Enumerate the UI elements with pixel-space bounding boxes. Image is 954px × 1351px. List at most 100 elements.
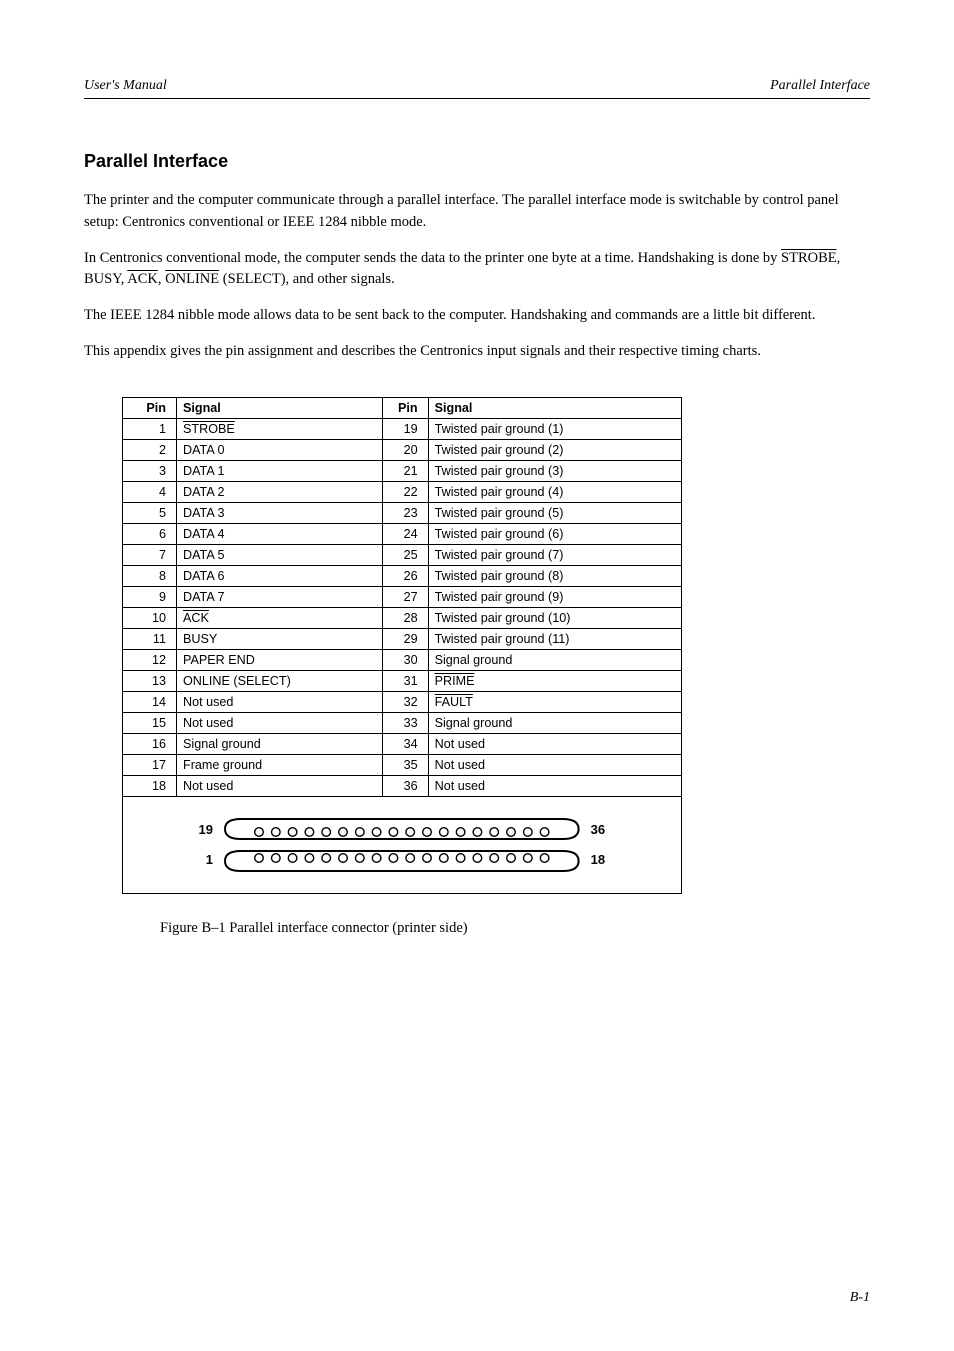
cell-signal: DATA 1 (177, 460, 383, 481)
cell-pin: 31 (382, 670, 428, 691)
cell-pin: 12 (123, 649, 177, 670)
table-row: 1STROBE19Twisted pair ground (1) (123, 418, 682, 439)
cell-pin: 33 (382, 712, 428, 733)
table-row: 5DATA 323Twisted pair ground (5) (123, 502, 682, 523)
table-row: 17Frame ground35Not used (123, 754, 682, 775)
cell-signal: DATA 6 (177, 565, 383, 586)
table-row: 3DATA 121Twisted pair ground (3) (123, 460, 682, 481)
cell-signal: STROBE (177, 418, 383, 439)
p2-online: ONLINE (165, 271, 219, 287)
cell-signal: Frame ground (177, 754, 383, 775)
table-row: 6DATA 424Twisted pair ground (6) (123, 523, 682, 544)
cell-pin: 34 (382, 733, 428, 754)
table-header-row: Pin Signal Pin Signal (123, 397, 682, 418)
cell-signal: Signal ground (177, 733, 383, 754)
cell-pin: 28 (382, 607, 428, 628)
header-rule (84, 98, 870, 99)
th-signal-1: Signal (177, 397, 383, 418)
cell-pin: 26 (382, 565, 428, 586)
cell-signal: Twisted pair ground (7) (428, 544, 681, 565)
header-left: User's Manual (84, 78, 167, 94)
cell-signal: Not used (177, 712, 383, 733)
cell-signal: DATA 3 (177, 502, 383, 523)
cell-pin: 32 (382, 691, 428, 712)
cell-signal: ONLINE (SELECT) (177, 670, 383, 691)
p1-text: The printer and the computer communicate… (84, 192, 839, 230)
cell-pin: 36 (382, 775, 428, 796)
cell-signal: DATA 2 (177, 481, 383, 502)
table-row: 10ACK28Twisted pair ground (10) (123, 607, 682, 628)
cell-pin: 24 (382, 523, 428, 544)
svg-text:36: 36 (591, 822, 605, 837)
cell-signal: Twisted pair ground (9) (428, 586, 681, 607)
figure-caption: Figure B–1 Parallel interface connector … (160, 920, 682, 937)
cell-pin: 22 (382, 481, 428, 502)
cell-pin: 5 (123, 502, 177, 523)
cell-pin: 35 (382, 754, 428, 775)
cell-signal: Not used (428, 775, 681, 796)
cell-pin: 2 (123, 439, 177, 460)
cell-pin: 17 (123, 754, 177, 775)
cell-signal: DATA 5 (177, 544, 383, 565)
table-row: 9DATA 727Twisted pair ground (9) (123, 586, 682, 607)
table-row: 7DATA 525Twisted pair ground (7) (123, 544, 682, 565)
table-row: 2DATA 020Twisted pair ground (2) (123, 439, 682, 460)
table-row: 15Not used33Signal ground (123, 712, 682, 733)
th-pin-1: Pin (123, 397, 177, 418)
paragraph-2: In Centronics conventional mode, the com… (84, 248, 870, 292)
cell-signal: Not used (428, 754, 681, 775)
cell-signal: FAULT (428, 691, 681, 712)
section-title: Parallel Interface (84, 151, 870, 172)
table-row: 13ONLINE (SELECT)31PRIME (123, 670, 682, 691)
cell-signal: Twisted pair ground (8) (428, 565, 681, 586)
cell-pin: 23 (382, 502, 428, 523)
cell-pin: 13 (123, 670, 177, 691)
paragraph-1: The printer and the computer communicate… (84, 190, 870, 234)
cell-signal: Not used (177, 691, 383, 712)
table-row: 16Signal ground34Not used (123, 733, 682, 754)
cell-pin: 10 (123, 607, 177, 628)
cell-pin: 30 (382, 649, 428, 670)
p2-d: (SELECT), and other signals. (219, 271, 395, 287)
cell-signal: Not used (177, 775, 383, 796)
table-row: 4DATA 222Twisted pair ground (4) (123, 481, 682, 502)
connector-diagram: 19 36 1 18 (187, 800, 617, 890)
th-signal-2: Signal (428, 397, 681, 418)
page-header: User's Manual Parallel Interface (84, 78, 870, 94)
cell-pin: 7 (123, 544, 177, 565)
paragraph-4: This appendix gives the pin assignment a… (84, 341, 870, 363)
cell-signal: Twisted pair ground (2) (428, 439, 681, 460)
cell-signal: Twisted pair ground (11) (428, 628, 681, 649)
connector-row: 19 36 1 18 (123, 796, 682, 893)
table-row: 18Not used36Not used (123, 775, 682, 796)
table-row: 8DATA 626Twisted pair ground (8) (123, 565, 682, 586)
cell-signal: Twisted pair ground (1) (428, 418, 681, 439)
cell-pin: 18 (123, 775, 177, 796)
p2-a: In Centronics conventional mode, the com… (84, 250, 781, 266)
header-right: Parallel Interface (770, 78, 870, 94)
cell-signal: Twisted pair ground (10) (428, 607, 681, 628)
th-pin-2: Pin (382, 397, 428, 418)
paragraph-3: The IEEE 1284 nibble mode allows data to… (84, 305, 870, 327)
cell-pin: 19 (382, 418, 428, 439)
page-number: B-1 (850, 1290, 870, 1306)
cell-pin: 29 (382, 628, 428, 649)
cell-pin: 3 (123, 460, 177, 481)
svg-text:1: 1 (206, 852, 213, 867)
cell-pin: 11 (123, 628, 177, 649)
connector-cell: 19 36 1 18 (123, 796, 682, 893)
cell-signal: Not used (428, 733, 681, 754)
cell-pin: 8 (123, 565, 177, 586)
cell-pin: 9 (123, 586, 177, 607)
cell-pin: 1 (123, 418, 177, 439)
cell-signal: DATA 4 (177, 523, 383, 544)
cell-pin: 14 (123, 691, 177, 712)
cell-signal: Twisted pair ground (5) (428, 502, 681, 523)
p2-ack: ACK (127, 271, 158, 287)
cell-signal: Signal ground (428, 649, 681, 670)
svg-text:18: 18 (591, 852, 605, 867)
cell-signal: Signal ground (428, 712, 681, 733)
table-row: 14Not used32FAULT (123, 691, 682, 712)
svg-text:19: 19 (199, 822, 213, 837)
cell-pin: 27 (382, 586, 428, 607)
